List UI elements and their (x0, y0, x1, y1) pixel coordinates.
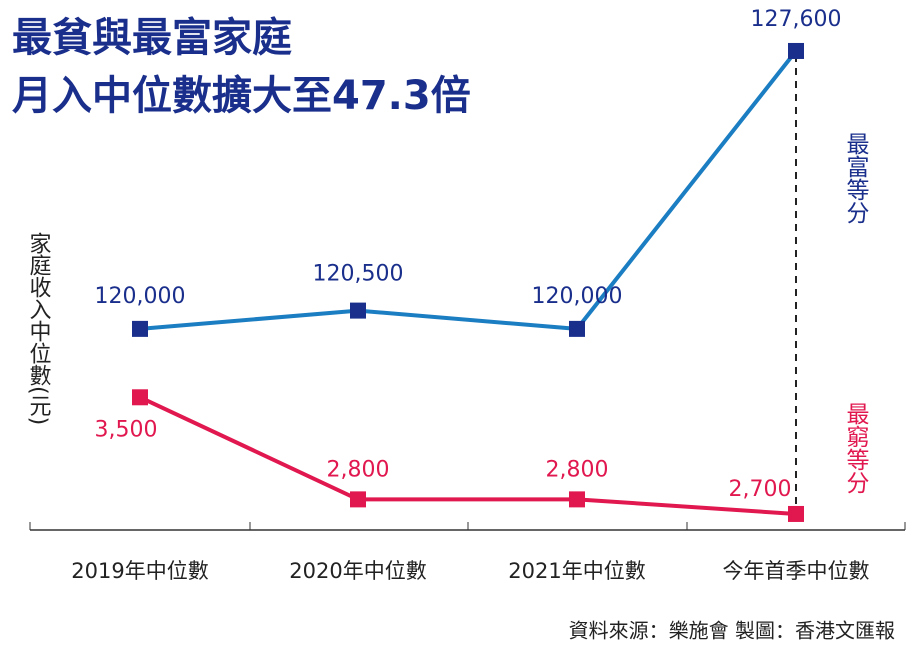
data-label: 120,000 (95, 284, 186, 309)
y-axis-label: 家庭收入中位數(元) (26, 232, 52, 425)
legend-label: 最富等分 (842, 132, 870, 224)
x-tick-label: 2020年中位數 (289, 559, 426, 583)
data-label: 2,800 (327, 457, 390, 482)
x-tick-label: 2019年中位數 (71, 559, 208, 583)
data-label: 2,800 (546, 457, 609, 482)
series-line (139, 395, 797, 516)
marker (569, 320, 585, 337)
x-tick-label: 2021年中位數 (508, 559, 645, 583)
marker (132, 320, 148, 337)
marker (788, 505, 804, 522)
data-label: 2,700 (729, 477, 792, 502)
legend-label: 最窮等分 (842, 402, 870, 494)
marker (350, 491, 366, 508)
series-line (139, 49, 798, 331)
chart-title: 月入中位數擴大至47.3倍 (12, 73, 471, 119)
marker (788, 42, 804, 59)
marker (350, 302, 366, 319)
marker (132, 389, 148, 406)
chart-title: 最貧與最富家庭 (12, 15, 292, 61)
data-label: 120,000 (532, 284, 623, 309)
marker (569, 491, 585, 508)
data-label: 127,600 (751, 7, 842, 32)
data-label: 120,500 (313, 262, 404, 287)
source: 資料來源：樂施會 製圖：香港文匯報 (569, 619, 895, 643)
x-tick-label: 今年首季中位數 (723, 559, 870, 583)
data-label: 3,500 (95, 417, 158, 442)
